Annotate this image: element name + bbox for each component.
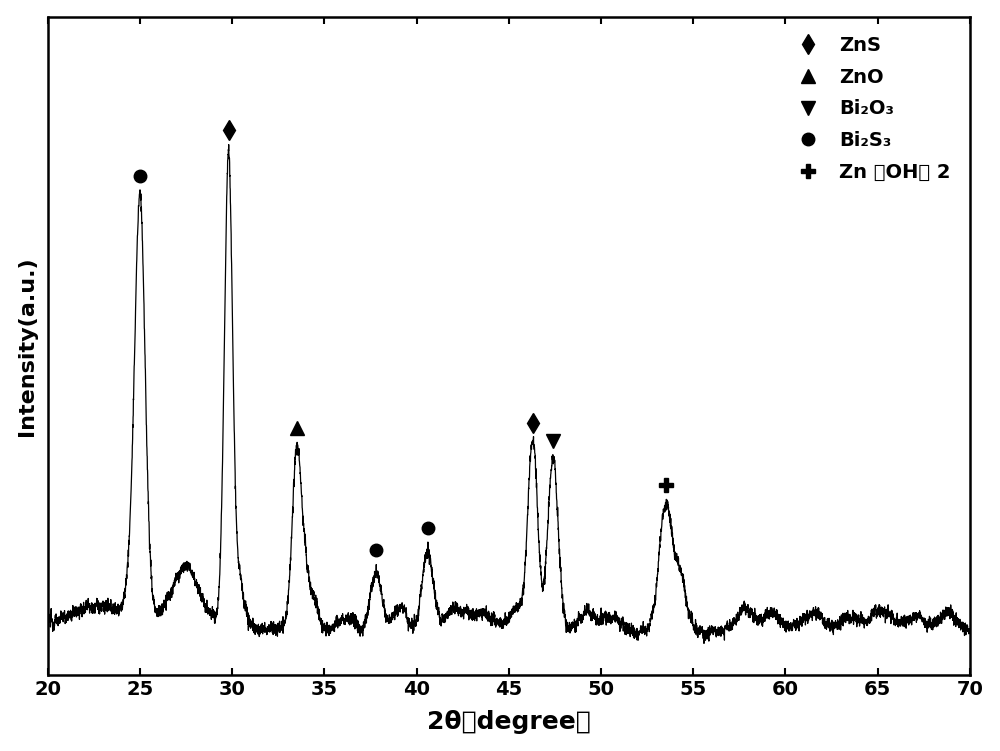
X-axis label: 2θ（degree）: 2θ（degree） [427, 710, 591, 734]
Legend: ZnS, ZnO, Bi₂O₃, Bi₂S₃, Zn （OH） 2: ZnS, ZnO, Bi₂O₃, Bi₂S₃, Zn （OH） 2 [779, 26, 960, 192]
Y-axis label: Intensity(a.u.): Intensity(a.u.) [17, 256, 37, 436]
